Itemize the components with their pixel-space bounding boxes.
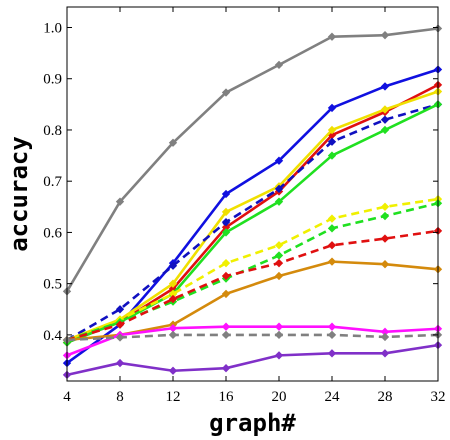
x-tick-label: 28 — [378, 389, 393, 405]
data-point — [327, 32, 337, 41]
data-point — [221, 207, 231, 217]
data-point — [327, 224, 337, 233]
data-point — [380, 31, 390, 40]
data-point — [168, 294, 178, 304]
data-point — [221, 364, 231, 373]
data-point — [380, 332, 390, 342]
data-point — [380, 260, 390, 269]
series-line — [66, 90, 439, 342]
data-point — [327, 103, 337, 113]
data-point — [168, 366, 178, 375]
data-point — [274, 251, 284, 260]
data-point — [380, 82, 390, 91]
series-5 — [62, 100, 443, 345]
x-tick-label: 20 — [272, 389, 287, 405]
data-point — [327, 322, 337, 331]
data-point — [327, 151, 337, 160]
data-point — [221, 258, 231, 268]
data-point — [221, 330, 231, 340]
y-tick-label: 0.6 — [43, 225, 62, 241]
series-line — [66, 83, 439, 344]
x-axis-label: graph# — [209, 409, 296, 437]
series-layer — [62, 24, 443, 380]
x-tick-label: 24 — [325, 389, 341, 405]
data-point — [115, 305, 125, 314]
series-line — [66, 333, 439, 342]
data-point — [274, 258, 284, 268]
data-point — [274, 60, 284, 70]
data-point — [380, 202, 390, 211]
x-tick-label: 8 — [116, 389, 124, 405]
data-point — [115, 358, 125, 368]
series-1 — [62, 24, 443, 296]
data-point — [274, 322, 284, 331]
data-point — [380, 211, 390, 221]
data-point — [274, 184, 284, 194]
series-line — [65, 27, 439, 293]
data-point — [274, 241, 284, 250]
x-tick-label: 4 — [63, 389, 71, 405]
series-line — [66, 201, 439, 342]
data-point — [327, 257, 337, 266]
data-point — [115, 333, 125, 342]
y-tick-label: 0.5 — [43, 277, 62, 293]
series-11 — [62, 322, 443, 360]
data-point — [380, 234, 390, 243]
y-axis-label: accuracy — [5, 136, 33, 252]
data-point — [168, 261, 178, 270]
x-tick-label: 16 — [219, 389, 235, 405]
series-13 — [62, 340, 443, 380]
y-tick-label: 0.8 — [43, 123, 62, 139]
data-point — [168, 138, 178, 147]
data-point — [221, 271, 231, 281]
data-point — [380, 115, 390, 124]
data-point — [327, 137, 337, 146]
ticks-layer: 4 8 12 16 20 24 28 32 0.4 0.5 0.6 0.7 0.8 0.9 1.0 — [43, 7, 446, 405]
data-point — [274, 197, 284, 206]
plot-frame — [66, 6, 439, 382]
data-point — [380, 349, 390, 358]
data-point — [115, 197, 125, 206]
data-point — [380, 125, 390, 135]
data-point — [274, 351, 284, 360]
data-point — [221, 88, 231, 97]
data-point — [221, 228, 231, 237]
data-point — [221, 189, 231, 199]
data-point — [274, 271, 284, 281]
series-line — [66, 197, 439, 342]
data-point — [168, 330, 178, 340]
data-point — [327, 214, 337, 223]
x-tick-label: 32 — [431, 389, 446, 405]
y-tick-label: 0.9 — [43, 72, 62, 88]
data-point — [221, 218, 231, 227]
y-tick-label: 0.4 — [43, 328, 62, 344]
data-point — [274, 330, 284, 340]
data-point — [221, 322, 231, 331]
data-point — [168, 279, 178, 288]
data-point — [327, 330, 337, 340]
series-line — [66, 260, 439, 342]
series-line — [66, 325, 439, 357]
data-point — [274, 156, 284, 165]
series-line — [66, 103, 439, 344]
data-point — [327, 125, 337, 135]
y-tick-label: 1.0 — [43, 20, 62, 36]
series-line — [66, 103, 439, 342]
x-tick-label: 12 — [166, 389, 181, 405]
data-point — [327, 241, 337, 250]
data-point — [327, 349, 337, 358]
data-point — [221, 289, 231, 299]
series-line — [66, 343, 439, 377]
data-point — [380, 105, 390, 114]
data-point — [115, 320, 125, 329]
series-line — [66, 229, 439, 342]
y-tick-label: 0.7 — [43, 174, 62, 190]
